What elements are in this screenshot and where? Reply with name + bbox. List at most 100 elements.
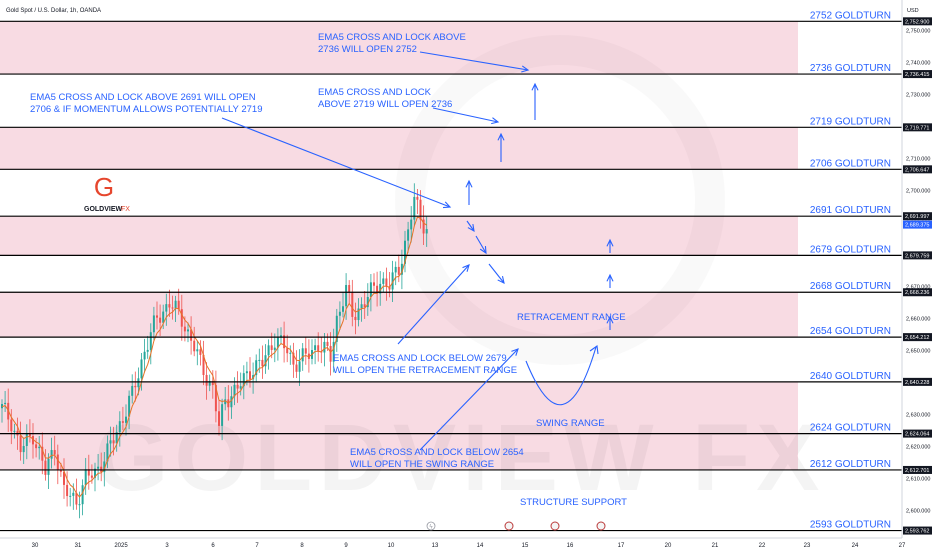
candle-body xyxy=(286,348,289,354)
x-tick-label: 9 xyxy=(344,543,348,549)
candle-body xyxy=(183,326,186,332)
goldturn-level-label: 2593 GOLDTURN xyxy=(810,520,891,531)
swing-curve xyxy=(525,346,597,406)
us-flag-event-icon[interactable] xyxy=(504,521,514,531)
arrow-upper-1 xyxy=(419,51,530,73)
candle-body xyxy=(72,492,75,496)
arrow-head xyxy=(497,132,505,141)
x-tick-label: 30 xyxy=(32,543,39,549)
y-tick-label: 2,600.000 xyxy=(906,509,930,515)
candle-body xyxy=(326,341,329,346)
candle-body xyxy=(208,380,211,386)
x-tick-label: 15 xyxy=(522,543,529,549)
candle-body xyxy=(94,468,96,478)
candle-body xyxy=(152,315,155,333)
goldturn-zones xyxy=(0,21,798,470)
candle-body xyxy=(131,385,134,396)
arrow-head xyxy=(465,179,473,188)
level-price-value: 2,752.900 xyxy=(905,19,929,25)
us-flag-event-icon[interactable] xyxy=(596,521,606,531)
current-price-badge xyxy=(903,220,932,229)
x-tick-label: 17 xyxy=(618,543,625,549)
candle-body xyxy=(180,309,183,327)
candle-body xyxy=(332,341,335,362)
candle-body xyxy=(301,348,304,362)
candle-body xyxy=(394,266,397,273)
candle-body xyxy=(50,450,53,459)
candle-body xyxy=(382,278,385,284)
candle-body xyxy=(196,349,199,352)
zone-band xyxy=(0,216,798,256)
candle-body xyxy=(35,444,38,449)
arrow-shaft xyxy=(475,235,487,254)
x-tick-label: 31 xyxy=(75,543,82,549)
candle-body xyxy=(25,433,28,446)
candle-body xyxy=(90,475,93,478)
arrow-head xyxy=(497,276,505,284)
svg-text:2736 WILL OPEN 2752: 2736 WILL OPEN 2752 xyxy=(318,44,417,55)
arrow-head xyxy=(521,65,530,73)
arrow-mid-up xyxy=(397,264,470,345)
candle-body xyxy=(177,300,180,310)
annotation-upper-2: EMA5 CROSS AND LOCK ABOVE 2719 WILL OPEN… xyxy=(318,87,452,110)
candle-body xyxy=(53,450,56,455)
candle-body xyxy=(400,263,403,275)
candle-body xyxy=(97,466,100,469)
y-tick-label: 2,710.000 xyxy=(906,157,930,163)
x-tick-label: 23 xyxy=(804,543,811,549)
candle-body xyxy=(106,443,109,462)
goldturn-level-label: 2691 GOLDTURN xyxy=(810,205,891,216)
candle-body xyxy=(351,291,354,317)
arrow-shaft xyxy=(488,263,505,284)
level-price-value: 2,624.064 xyxy=(905,432,929,438)
candle-body xyxy=(134,385,137,388)
goldturn-level-label: 2640 GOLDTURN xyxy=(810,371,891,382)
candle-body xyxy=(87,469,90,476)
price-axis[interactable]: USD 2,600.000 2,610.000 2,620.000 2,630.000… xyxy=(901,0,932,538)
level-price-badge xyxy=(903,70,932,79)
arrow-head xyxy=(606,273,614,282)
candle-body xyxy=(205,374,208,386)
arrow-down-2668 xyxy=(488,263,505,284)
goldview-logo: G GOLDVIEW FX xyxy=(84,172,130,213)
candle-body xyxy=(249,371,251,380)
time-axis[interactable]: 30 31 2025 3 6 7 8 9 10 13 14 15 16 17 20 21 22 23 24 27 xyxy=(0,537,906,549)
candle-body xyxy=(22,445,25,453)
level-price-badge xyxy=(903,377,932,386)
level-price-value: 2,706.647 xyxy=(905,167,929,173)
candle-body xyxy=(366,297,369,308)
event-markers[interactable]: ϟ xyxy=(426,521,606,531)
arrow-top-left-to-price xyxy=(221,117,452,209)
level-price-value: 2,691.997 xyxy=(905,214,929,220)
y-tick-label: 2,700.000 xyxy=(906,189,930,195)
arrow-up-2719 xyxy=(497,132,505,162)
candle-body xyxy=(78,504,81,506)
candle-body xyxy=(38,446,41,449)
y-tick-label: 2,660.000 xyxy=(906,317,930,323)
goldturn-level-label: 2736 GOLDTURN xyxy=(810,63,891,74)
arrow-head xyxy=(491,117,500,125)
candle-body xyxy=(84,469,87,486)
x-tick-label: 3 xyxy=(165,543,169,549)
candle-body xyxy=(354,316,357,321)
x-tick-label: 10 xyxy=(388,543,395,549)
candle-body xyxy=(295,364,298,372)
candle-body xyxy=(19,435,22,453)
candle-body xyxy=(115,432,118,444)
lightning-event-icon[interactable] xyxy=(426,521,436,531)
us-flag-event-icon[interactable] xyxy=(550,521,560,531)
candle-body xyxy=(245,371,248,374)
candle-body xyxy=(419,199,422,220)
candle-body xyxy=(376,285,379,294)
candle-body xyxy=(369,282,372,298)
candle-body xyxy=(379,283,382,294)
x-tick-label: 2025 xyxy=(114,543,128,549)
candle-body xyxy=(221,404,224,426)
x-tick-label: 14 xyxy=(477,543,484,549)
svg-text:WILL OPEN THE RETRACEMENT RANG: WILL OPEN THE RETRACEMENT RANGE xyxy=(333,365,517,376)
svg-text:EMA5 CROSS AND LOCK ABOVE: EMA5 CROSS AND LOCK ABOVE xyxy=(318,32,466,43)
swing-range-curve xyxy=(525,345,599,406)
candle-body xyxy=(146,349,149,352)
candle-body xyxy=(242,373,245,387)
